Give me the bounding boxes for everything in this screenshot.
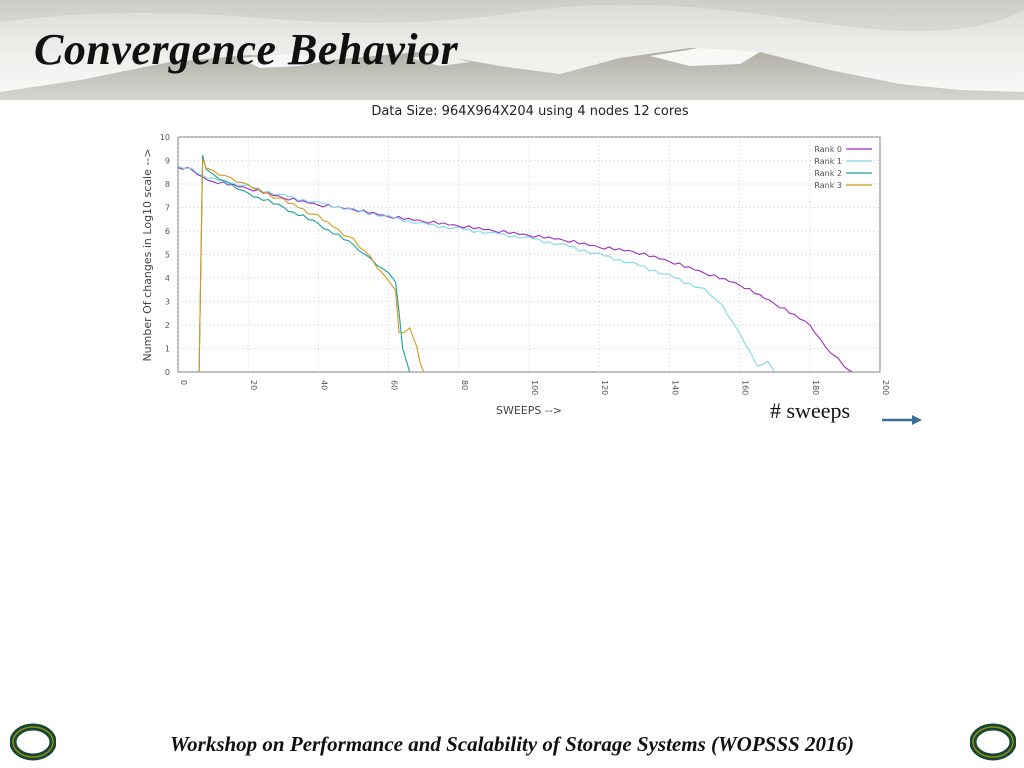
y-tick-label: 5 bbox=[165, 251, 170, 260]
x-tick-label: 0 bbox=[179, 380, 188, 385]
y-tick-label: 8 bbox=[165, 180, 170, 189]
slide-title: Convergence Behavior bbox=[34, 25, 459, 74]
x-tick-label: 100 bbox=[530, 380, 539, 395]
legend-label: Rank 1 bbox=[814, 157, 842, 166]
x-tick-label: 140 bbox=[670, 380, 679, 395]
series-line-rank-1 bbox=[177, 165, 776, 373]
y-tick-label: 2 bbox=[165, 321, 170, 330]
x-axis-label: SWEEPS --> bbox=[496, 404, 562, 417]
footer-text: Workshop on Performance and Scalability … bbox=[170, 732, 854, 756]
y-axis-label: Number Of changes in Log10 scale --> bbox=[141, 148, 154, 361]
sweeps-annotation: # sweeps bbox=[770, 398, 851, 423]
y-tick-labels: 0 1 2 3 4 5 6 7 8 9 10 bbox=[160, 133, 170, 377]
y-tick-label: 0 bbox=[165, 368, 170, 377]
x-tick-label: 60 bbox=[390, 380, 399, 390]
y-tick-label: 9 bbox=[165, 157, 170, 166]
legend: Rank 0 Rank 1 Rank 2 Rank 3 bbox=[814, 145, 872, 190]
y-tick-label: 3 bbox=[165, 298, 170, 307]
legend-label: Rank 0 bbox=[814, 145, 842, 154]
series-line-rank-3 bbox=[198, 158, 425, 373]
legend-label: Rank 3 bbox=[814, 181, 842, 190]
x-tick-label: 20 bbox=[249, 380, 258, 390]
convergence-chart: 0 1 2 3 4 5 6 7 8 9 10 0 20 40 60 80 100 120 140 160 180 200… bbox=[141, 133, 890, 417]
y-tick-label: 1 bbox=[165, 345, 170, 354]
x-tick-labels: 0 20 40 60 80 100 120 140 160 180 200 bbox=[179, 380, 890, 395]
legend-label: Rank 2 bbox=[814, 169, 842, 178]
y-tick-label: 10 bbox=[160, 133, 170, 142]
x-tick-label: 180 bbox=[811, 380, 820, 395]
x-tick-label: 200 bbox=[881, 380, 890, 395]
mountain-banner bbox=[0, 0, 1024, 100]
oregon-logo-right bbox=[970, 723, 1016, 761]
chart-title: Data Size: 964X964X204 using 4 nodes 12 … bbox=[371, 104, 689, 119]
x-tick-label: 40 bbox=[319, 380, 328, 390]
y-tick-label: 4 bbox=[165, 274, 170, 283]
right-arrow-icon bbox=[882, 415, 922, 425]
x-tick-label: 160 bbox=[741, 380, 750, 395]
grid-lines bbox=[177, 136, 881, 373]
y-tick-label: 7 bbox=[165, 204, 170, 213]
y-tick-label: 6 bbox=[165, 227, 170, 236]
x-tick-label: 80 bbox=[460, 380, 469, 390]
oregon-logo-left bbox=[10, 723, 56, 761]
x-tick-label: 120 bbox=[600, 380, 609, 395]
series-line-rank-0 bbox=[177, 166, 853, 373]
series-lines bbox=[177, 155, 853, 373]
